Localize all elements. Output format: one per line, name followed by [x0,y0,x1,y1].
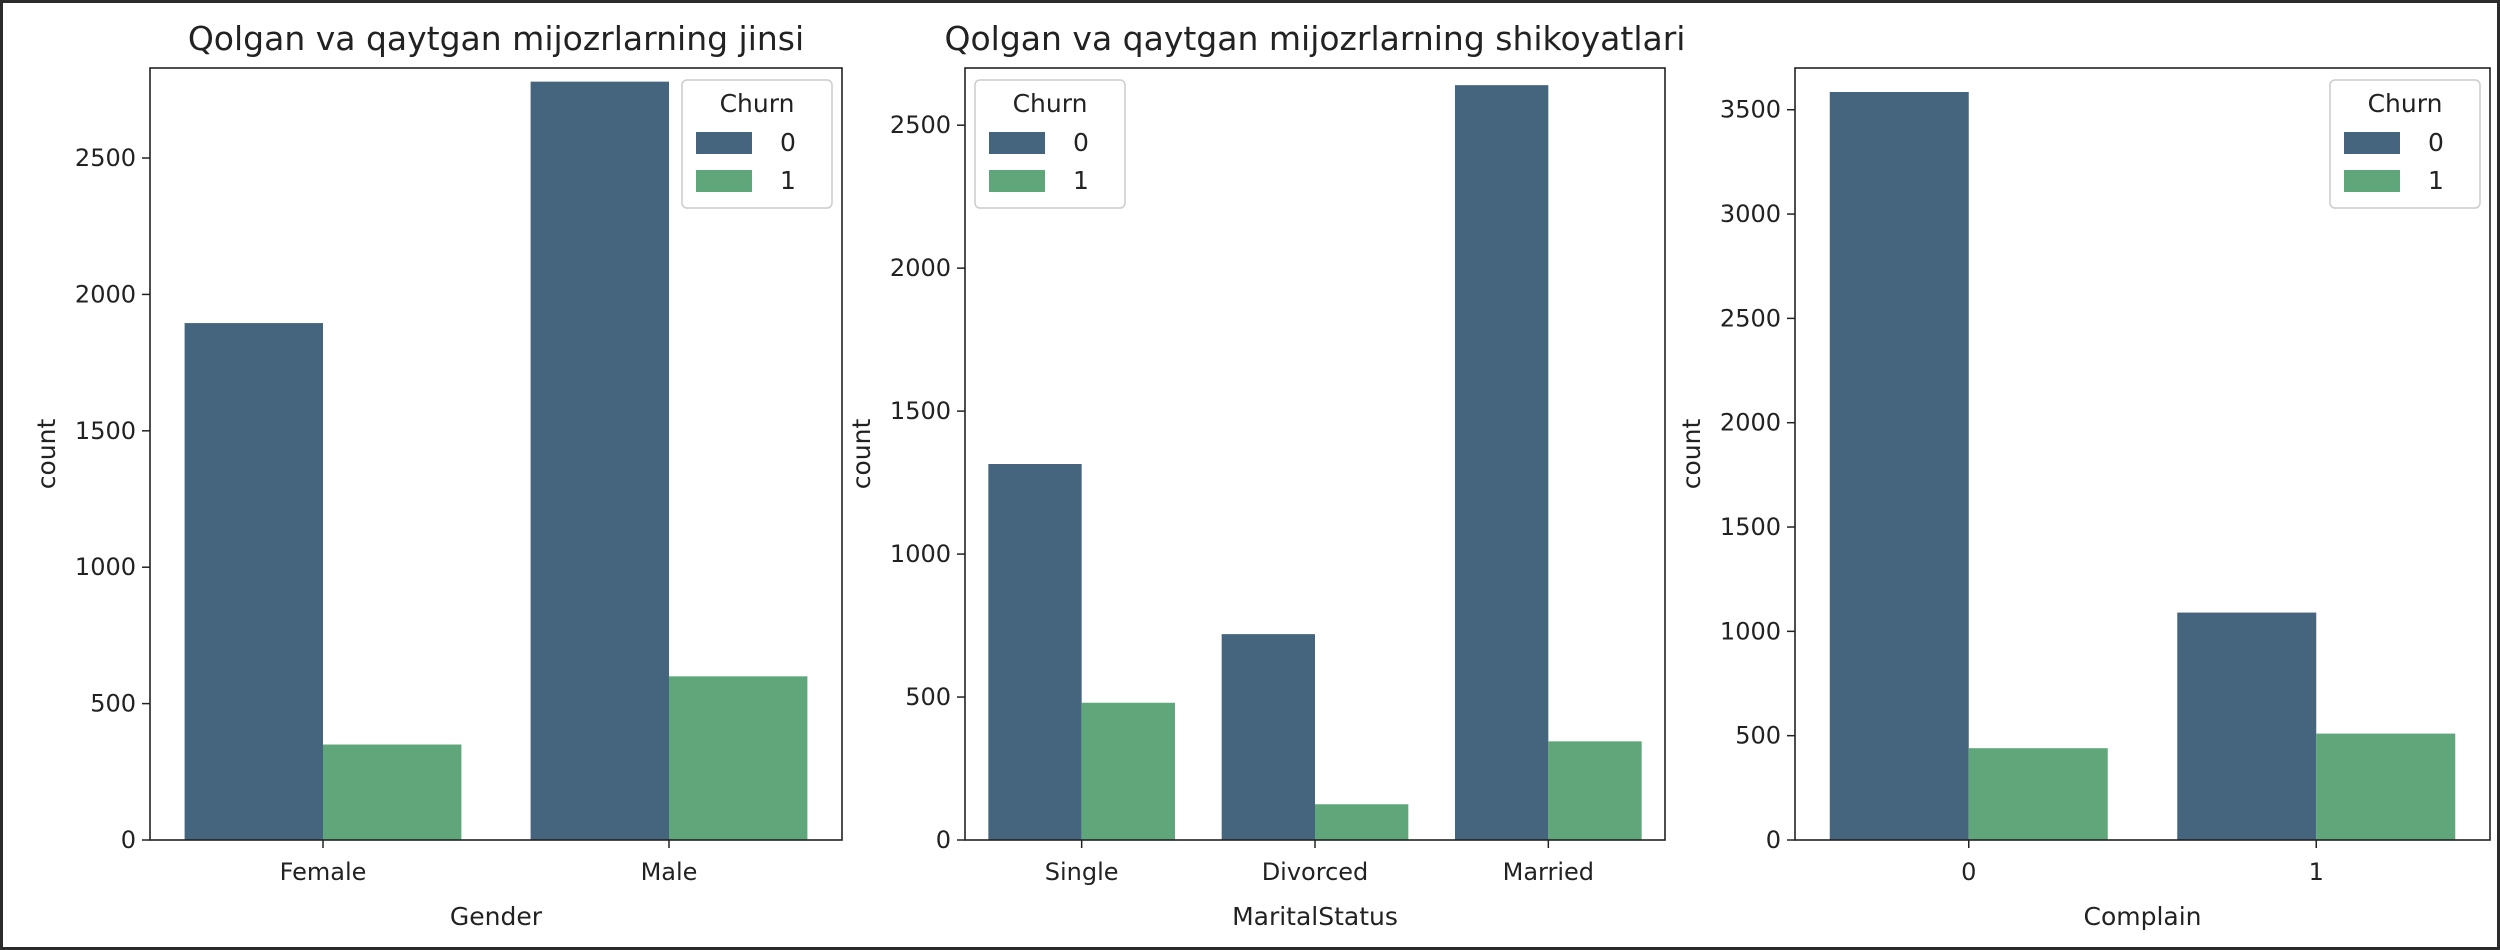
y-tick-label: 2000 [1720,409,1781,437]
y-tick-label: 2500 [1720,304,1781,332]
legend-label-1: 1 [780,166,796,195]
legend-swatch-0 [696,132,752,154]
bar-married-churn-0 [1455,85,1549,840]
y-tick-label: 2000 [75,280,136,308]
bar-single-churn-1 [1081,702,1175,840]
bar-1-churn-0 [2177,612,2317,840]
y-tick-label: 1500 [75,417,136,445]
y-axis-label: count [847,419,876,490]
legend-title: Churn [2368,89,2443,118]
y-tick-label: 1000 [890,540,951,568]
x-tick-label: Male [641,858,698,886]
bar-female-churn-1 [323,744,462,840]
y-axis-label: count [1677,419,1706,490]
y-tick-label: 2500 [890,111,951,139]
legend-swatch-1 [696,170,752,192]
bar-0-churn-0 [1829,91,1969,841]
y-tick-label: 0 [1766,826,1781,854]
legend-label-1: 1 [2428,166,2444,195]
bar-1-churn-1 [2316,733,2456,840]
legend-title: Churn [720,89,795,118]
y-tick-label: 2000 [890,254,951,282]
axes-frame [964,67,1666,841]
y-axis-label: count [32,419,61,490]
legend: Churn 0 1 [681,79,833,209]
x-tick-label: Single [1045,858,1119,886]
legend-swatch-0 [2344,132,2400,154]
x-tick-label: Female [280,858,367,886]
legend: Churn 0 1 [2329,79,2481,209]
bar-male-churn-0 [530,81,669,840]
x-axis-label: Complain [2083,902,2201,931]
legend-title: Churn [1013,89,1088,118]
y-tick-label: 3500 [1720,96,1781,124]
y-tick-label: 0 [121,826,136,854]
bar-married-churn-1 [1548,741,1642,840]
legend: Churn 0 1 [974,79,1126,209]
axes-frame [1794,67,2491,841]
x-axis-label: Gender [450,902,543,931]
bar-single-churn-0 [988,464,1082,840]
y-tick-label: 1000 [75,553,136,581]
legend-swatch-1 [989,170,1045,192]
chart-panel-1: Female Male 0 500 1000 1500 2000 2500 Qolgan va … [32,19,843,931]
bar-divorced-churn-0 [1221,634,1315,840]
chart-panel-3: 0 1 0 500 1000 1500 2000 2500 3000 3500 Complain co… [1677,67,2491,931]
x-tick-label: 1 [2309,858,2324,886]
bar-0-churn-1 [1968,748,2108,840]
y-tick-label: 500 [905,683,951,711]
bar-male-churn-1 [669,676,808,840]
y-tick-label: 1500 [1720,513,1781,541]
y-tick-label: 500 [90,690,136,718]
legend-label-1: 1 [1073,166,1089,195]
legend-label-0: 0 [2428,128,2444,157]
legend-swatch-1 [2344,170,2400,192]
x-tick-label: Married [1503,858,1594,886]
legend-swatch-0 [989,132,1045,154]
legend-label-0: 0 [1073,128,1089,157]
chart-panel-2: Single Divorced Married 0 500 1000 1500 2000 250… [847,19,1685,931]
y-tick-label: 3000 [1720,200,1781,228]
bar-divorced-churn-1 [1315,804,1409,840]
bar-female-churn-0 [184,323,323,840]
x-tick-label: Divorced [1262,858,1369,886]
chart-title: Qolgan va qaytgan mijozrlarning shikoyat… [945,19,1686,58]
x-axis-label: MaritalStatus [1232,902,1398,931]
legend-label-0: 0 [780,128,796,157]
y-tick-label: 0 [936,826,951,854]
axes-frame [149,67,843,841]
chart-title: Qolgan va qaytgan mijozrlarning jinsi [188,19,804,58]
y-tick-label: 2500 [75,144,136,172]
x-tick-label: 0 [1961,858,1976,886]
y-tick-label: 1000 [1720,617,1781,645]
y-tick-label: 500 [1735,722,1781,750]
y-tick-label: 1500 [890,397,951,425]
